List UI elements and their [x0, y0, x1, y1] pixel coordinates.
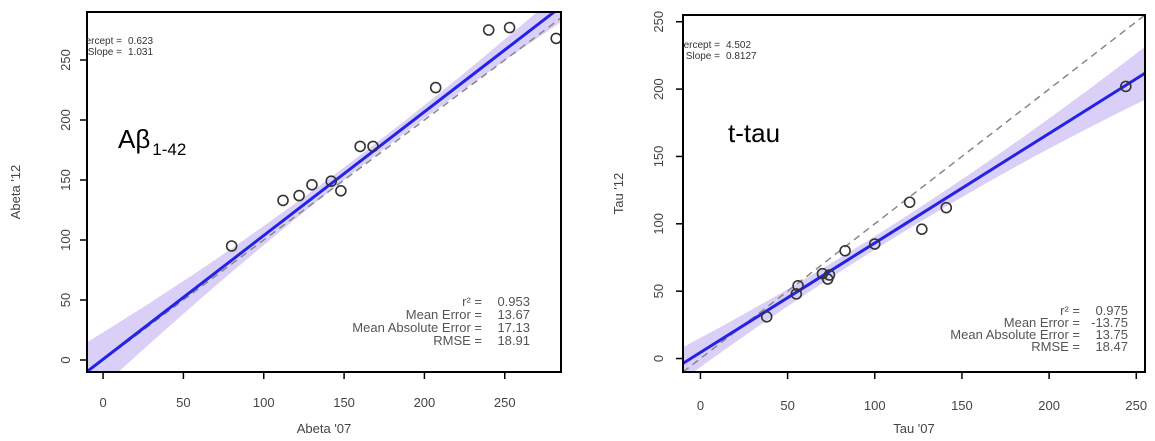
stat-value: 17.13	[497, 320, 530, 335]
slope-value: 0.8127	[726, 51, 757, 62]
slope-label: Slope =	[686, 51, 720, 62]
y-tick-label: 250	[58, 49, 73, 71]
x-tick-label: 150	[333, 395, 355, 410]
stat-value: 0.975	[1095, 303, 1128, 318]
stat-value: 13.75	[1095, 327, 1128, 342]
identity-line	[683, 15, 1145, 372]
y-tick-label: 200	[651, 78, 666, 100]
y-tick-label: 100	[651, 213, 666, 235]
data-point	[367, 140, 379, 153]
intercept-value: 4.502	[726, 40, 751, 51]
fit-statistics: r² = 0.953 Mean Error = 13.67 Mean Absolute …	[352, 294, 530, 348]
intercept-label: Intercept =	[74, 36, 122, 47]
stat-value: -13.75	[1091, 315, 1128, 330]
plot-area	[87, 12, 561, 372]
data-point	[335, 185, 347, 197]
panel-title: t-tau	[728, 118, 780, 148]
identity-line	[87, 17, 561, 372]
data-point	[429, 81, 442, 94]
data-point	[277, 194, 289, 207]
plot-frame	[86, 11, 562, 373]
x-tick-label: 0	[697, 398, 704, 413]
stat-label: Mean Error =	[406, 307, 482, 322]
data-point	[482, 24, 495, 36]
data-point	[790, 288, 803, 300]
x-tick-label: 0	[99, 395, 106, 410]
data-point	[868, 238, 881, 250]
y-tick-label: 50	[651, 284, 666, 298]
x-tick-label: 100	[864, 398, 886, 413]
data-point	[760, 310, 773, 323]
data-point	[325, 175, 338, 187]
x-tick-label: 250	[1125, 398, 1147, 413]
fit-statistics: r² = 0.975 Mean Error = -13.75 Mean Absolute…	[950, 303, 1128, 354]
chart-panel-2: 0 50 100 150 200 250 0 50 100 150 200 250 Tau '07 Tau…	[611, 11, 1147, 436]
y-tick-label: 150	[651, 146, 666, 168]
y-tick-label: 50	[58, 293, 73, 307]
stat-label: Mean Error =	[1004, 315, 1080, 330]
y-tick-label: 100	[58, 229, 73, 251]
panel-title-subscript: 1-42	[152, 140, 186, 159]
chart-panel-1: 0 50 100 150 200 250 0 50 100 150 200 250 Abeta '07 A…	[8, 11, 562, 436]
x-tick-label: 200	[414, 395, 436, 410]
plot-frame	[682, 14, 1146, 373]
data-point	[293, 189, 305, 202]
stat-label: RMSE =	[433, 333, 482, 348]
regression-line	[683, 72, 1145, 365]
stat-label: Mean Absolute Error =	[950, 327, 1080, 342]
x-tick-label: 200	[1038, 398, 1060, 413]
stat-label: r² =	[1060, 303, 1080, 318]
data-point	[354, 140, 366, 153]
data-point	[550, 32, 561, 45]
stat-value: 18.91	[497, 333, 530, 348]
data-point	[839, 244, 851, 257]
y-tick-label: 0	[58, 356, 73, 363]
stat-value: 18.47	[1095, 339, 1128, 354]
regression-line	[87, 12, 557, 372]
x-tick-label: 250	[494, 395, 516, 410]
intercept-value: 0.623	[128, 36, 153, 47]
intercept-label: Intercept =	[672, 40, 720, 51]
slope-label: Slope =	[88, 47, 122, 58]
x-tick-label: 100	[253, 395, 275, 410]
x-axis-label: Abeta '07	[297, 421, 352, 436]
fit-parameters: Intercept = 0.623 Slope = 1.031	[74, 36, 153, 58]
y-tick-label: 0	[651, 355, 666, 362]
fit-parameters: Intercept = 4.502 Slope = 0.8127	[672, 40, 757, 62]
stat-label: Mean Absolute Error =	[352, 320, 482, 335]
stat-value: 13.67	[497, 307, 530, 322]
x-tick-label: 150	[951, 398, 973, 413]
x-tick-label: 50	[780, 398, 794, 413]
y-tick-label: 250	[651, 11, 666, 33]
data-point	[1120, 80, 1132, 93]
x-axis-label: Tau '07	[893, 421, 935, 436]
plot-area	[683, 15, 1145, 372]
stat-value: 0.953	[497, 294, 530, 309]
data-point	[306, 179, 318, 191]
y-axis-label: Tau '12	[611, 173, 626, 215]
data-point	[903, 196, 916, 209]
y-axis-label: Abeta '12	[8, 165, 23, 220]
y-tick-label: 150	[58, 169, 73, 191]
data-point	[792, 279, 804, 292]
stat-label: r² =	[462, 294, 482, 309]
y-tick-label: 200	[58, 109, 73, 131]
panel-title: Aβ 1-42	[118, 124, 186, 159]
data-point	[916, 223, 928, 235]
data-point	[503, 21, 516, 34]
x-tick-label: 50	[176, 395, 190, 410]
data-point	[940, 201, 953, 214]
data-point	[225, 240, 238, 252]
data-point	[823, 269, 836, 281]
stat-label: RMSE =	[1031, 339, 1080, 354]
slope-value: 1.031	[128, 47, 153, 58]
